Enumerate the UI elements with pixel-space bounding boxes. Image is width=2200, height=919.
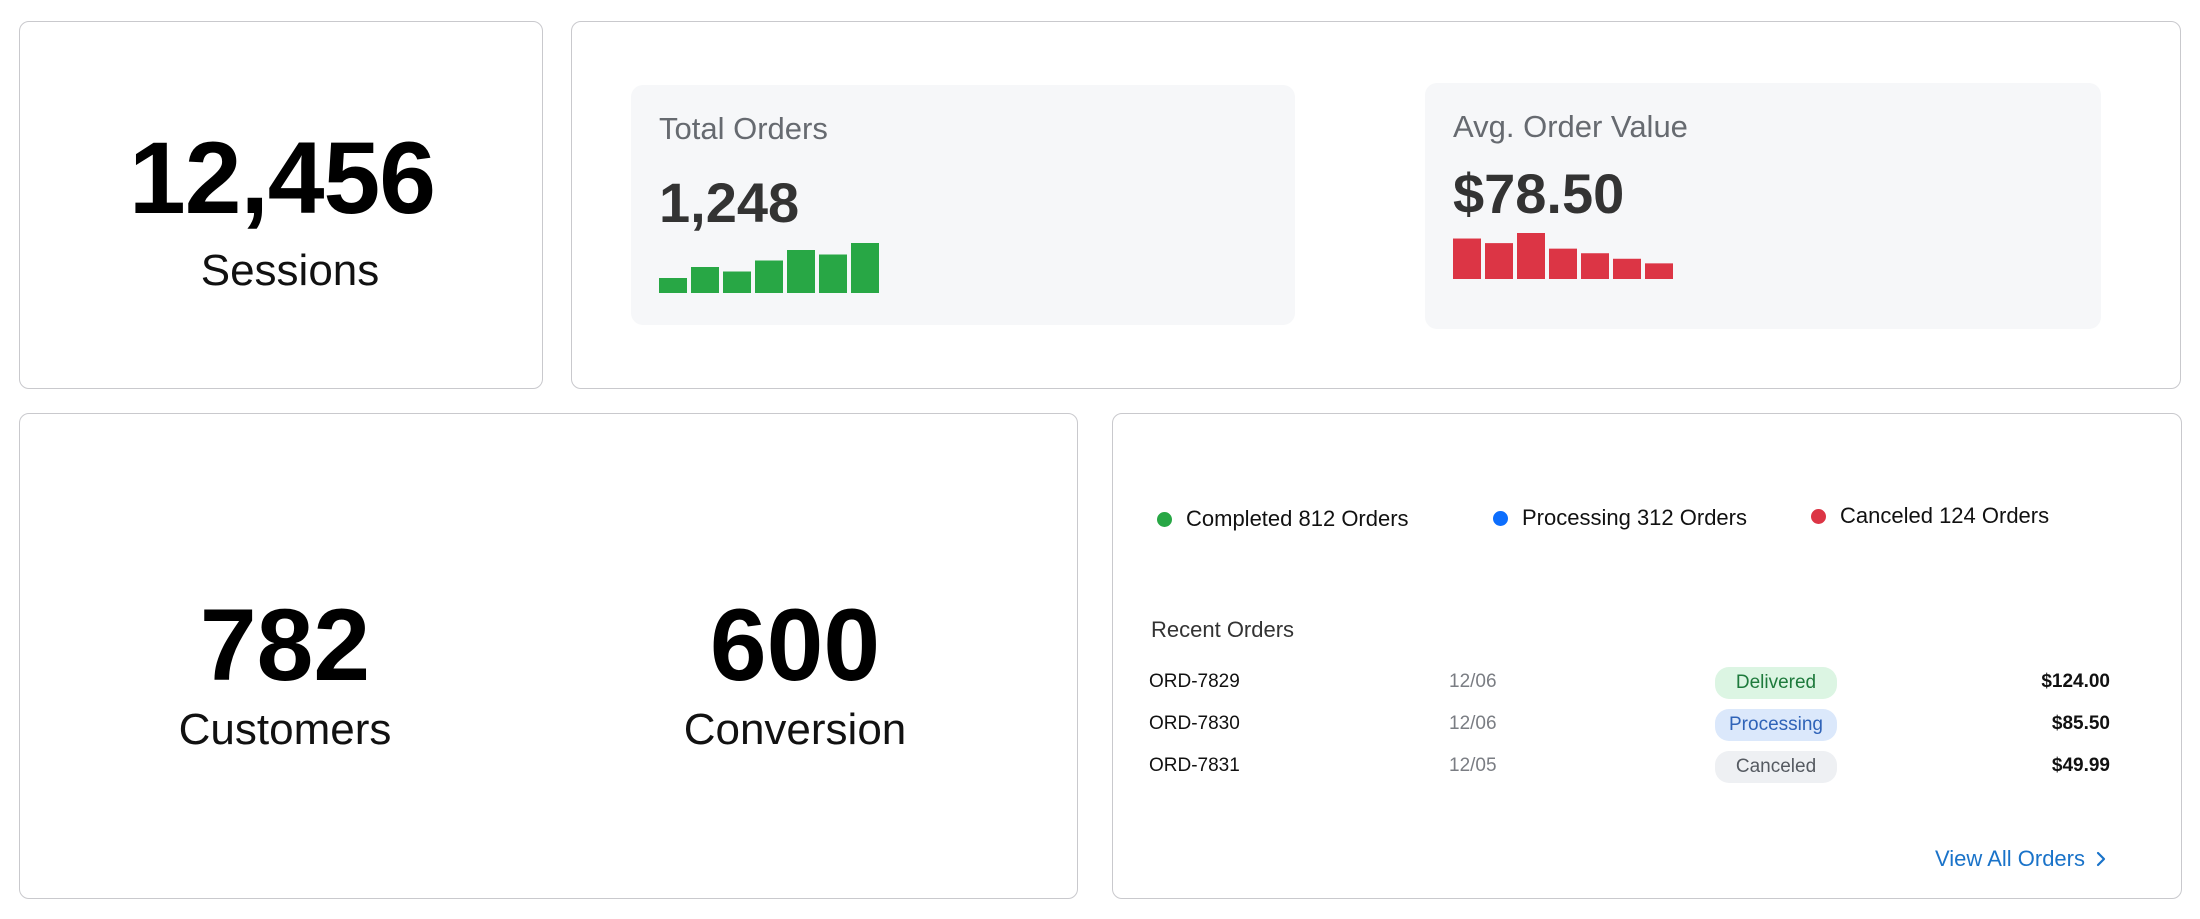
legend-completed: Completed 812 Orders xyxy=(1157,506,1409,532)
canceled-dot-icon xyxy=(1811,508,1826,524)
order-date: 12/06 xyxy=(1449,713,1497,734)
order-id: ORD-7831 xyxy=(1149,755,1240,776)
legend-canceled-label: Canceled 124 Orders xyxy=(1840,503,2050,528)
avg-order-value-value: $78.50 xyxy=(1453,162,1625,225)
legend-canceled: Canceled 124 Orders xyxy=(1811,503,2049,529)
customers-label: Customers xyxy=(178,705,392,754)
conversion-label: Conversion xyxy=(683,705,907,754)
avg-order-value-metric: Avg. Order Value $78.50 xyxy=(1425,83,2101,329)
avg-order-value-bar-2 xyxy=(1485,243,1513,279)
avg-order-value-bar-3 xyxy=(1517,233,1545,279)
order-date: 12/06 xyxy=(1449,671,1497,692)
total-orders-bar-6 xyxy=(819,254,847,293)
total-orders-bar-4 xyxy=(755,260,783,293)
avg-order-value-bar-1 xyxy=(1453,238,1481,279)
recent-orders-card: Completed 812 Orders Processing 312 Orde… xyxy=(1112,413,2182,899)
customers-value: 782 xyxy=(199,588,371,702)
total-orders-bar-5 xyxy=(787,250,815,293)
total-orders-bar-2 xyxy=(691,267,719,293)
status-badge: Canceled xyxy=(1715,751,1837,783)
avg-order-value-bar-5 xyxy=(1581,253,1609,279)
total-orders-bar-3 xyxy=(723,271,751,293)
view-all-orders-link[interactable]: View All Orders xyxy=(1935,846,2107,872)
order-id: ORD-7829 xyxy=(1149,671,1240,692)
sessions-card: 12,456 Sessions xyxy=(19,21,543,389)
orders-metrics-card: Total Orders 1,248 Avg. Order Value $78.… xyxy=(571,21,2181,389)
conversion-value: 600 xyxy=(709,588,881,702)
avg-order-value-bar-7 xyxy=(1645,263,1673,279)
customers-card: 782 Customers 600 Conversion xyxy=(19,413,1078,899)
avg-order-value-title: Avg. Order Value xyxy=(1453,109,1688,144)
sessions-value: 12,456 xyxy=(129,121,436,235)
order-amount: $85.50 xyxy=(2051,713,2110,734)
avg-order-value-bar-6 xyxy=(1613,258,1641,279)
legend-processing-label: Processing 312 Orders xyxy=(1522,505,1747,530)
order-row[interactable]: ORD-7830 12/06 Processing $85.50 xyxy=(1113,708,2183,742)
legend-completed-label: Completed 812 Orders xyxy=(1186,506,1409,531)
avg-order-value-sparkline xyxy=(1453,233,1673,279)
total-orders-bar-1 xyxy=(659,278,687,293)
total-orders-metric: Total Orders 1,248 xyxy=(631,85,1295,325)
legend-processing: Processing 312 Orders xyxy=(1493,505,1747,531)
order-row[interactable]: ORD-7829 12/06 Delivered $124.00 xyxy=(1113,666,2183,700)
order-row[interactable]: ORD-7831 12/05 Canceled $49.99 xyxy=(1113,750,2183,784)
status-badge: Processing xyxy=(1715,709,1837,741)
total-orders-value: 1,248 xyxy=(659,171,800,234)
completed-dot-icon xyxy=(1157,511,1172,527)
order-date: 12/05 xyxy=(1449,755,1497,776)
status-badge: Delivered xyxy=(1715,667,1837,699)
sessions-label: Sessions xyxy=(200,246,380,295)
total-orders-bar-7 xyxy=(851,243,879,293)
recent-orders-title: Recent Orders xyxy=(1151,617,1295,642)
order-amount: $124.00 xyxy=(2041,671,2110,692)
chevron-right-icon xyxy=(2096,851,2106,867)
view-all-orders-label: View All Orders xyxy=(1935,846,2085,871)
total-orders-title: Total Orders xyxy=(659,111,828,146)
total-orders-sparkline xyxy=(659,243,879,293)
avg-order-value-bar-4 xyxy=(1549,248,1577,279)
processing-dot-icon xyxy=(1493,510,1508,526)
order-amount: $49.99 xyxy=(2051,755,2110,776)
order-id: ORD-7830 xyxy=(1149,713,1240,734)
